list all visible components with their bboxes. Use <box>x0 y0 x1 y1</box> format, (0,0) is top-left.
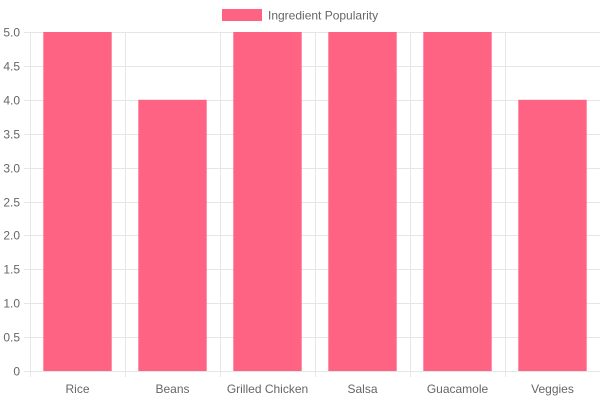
bar[interactable] <box>233 32 302 371</box>
x-tick-label: Veggies <box>531 382 574 396</box>
bar[interactable] <box>43 32 112 371</box>
y-tick-label: 0 <box>13 365 20 379</box>
y-tick-label: 4.5 <box>3 60 20 74</box>
y-tick-label: 3.5 <box>3 128 20 142</box>
legend-swatch <box>222 9 262 21</box>
y-tick-label: 1.0 <box>3 297 20 311</box>
chart-grid <box>24 32 600 377</box>
y-tick-label: 2.0 <box>3 229 20 243</box>
y-tick-label: 5.0 <box>3 26 20 40</box>
y-tick-label: 2.5 <box>3 196 20 210</box>
y-tick-label: 0.5 <box>3 331 20 345</box>
x-tick-label: Salsa <box>347 382 377 396</box>
y-axis-ticks: 0 0.5 1.0 1.5 2.0 2.5 3.0 3.5 4.0 4.5 5.0 <box>3 26 20 379</box>
chart-bars <box>43 32 587 372</box>
bar[interactable] <box>138 99 207 372</box>
y-tick-label: 1.5 <box>3 263 20 277</box>
x-tick-label: Guacamole <box>427 382 489 396</box>
y-tick-label: 3.0 <box>3 162 20 176</box>
x-tick-label: Beans <box>155 382 189 396</box>
bar[interactable] <box>328 32 397 371</box>
legend-label: Ingredient Popularity <box>268 9 378 23</box>
x-tick-label: Rice <box>65 382 89 396</box>
bar[interactable] <box>423 32 492 371</box>
y-tick-label: 4.0 <box>3 94 20 108</box>
x-axis-ticks: Rice Beans Grilled Chicken Salsa Guacamole Ve… <box>65 382 573 396</box>
chart-legend[interactable]: Ingredient Popularity <box>222 9 378 23</box>
x-tick-label: Grilled Chicken <box>227 382 308 396</box>
bar[interactable] <box>518 99 587 372</box>
